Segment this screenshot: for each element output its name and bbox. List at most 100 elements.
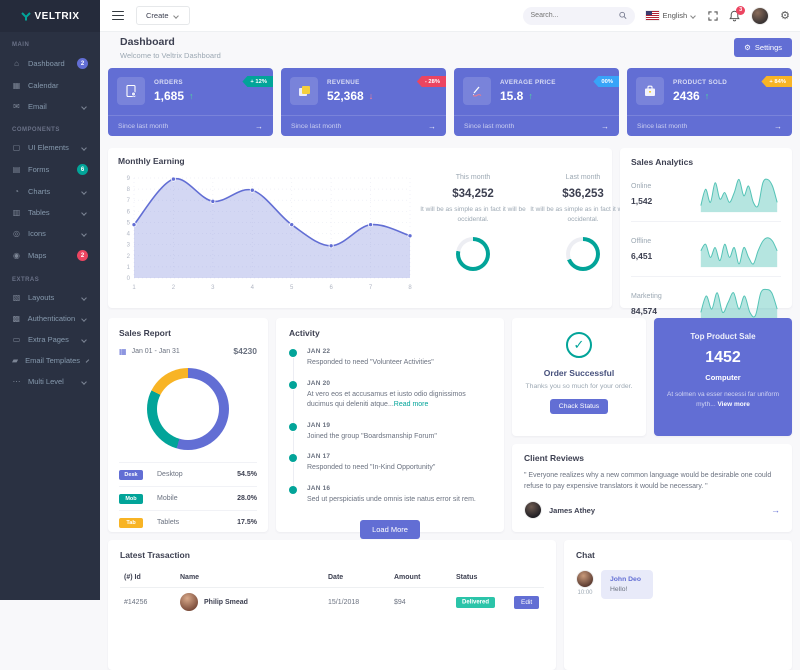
maps-icon: ◉ [13,251,20,260]
page-subtitle: Welcome to Veltrix Dashboard [120,51,221,60]
read-more-link[interactable]: Read more [393,401,429,408]
offline-sparkline-chart [700,237,778,268]
sidebar-section-extras: EXTRAS [12,277,40,283]
sidebar-section-components: COMPONENTS [12,127,60,133]
menu-toggle-icon[interactable] [110,7,126,25]
stat-badge: + 84% [761,76,792,87]
timeline-dot-icon [289,422,297,431]
sidebar-item-maps[interactable]: ◉ Maps 2 [0,244,100,267]
chat-avatar [576,570,594,588]
online-sparkline-chart [700,178,778,213]
sidebar-item-email-templates[interactable]: ▰ Email Templates [0,350,100,371]
sidebar-item-charts[interactable]: ◔ Charts [0,181,100,202]
load-more-button[interactable]: Load More [360,520,420,539]
sales-analytics-online-row: Online 1,542 [631,167,781,221]
sidebar-item-email[interactable]: ✉ Email [0,96,100,117]
svg-text:1: 1 [127,265,131,271]
svg-text:6: 6 [127,209,131,215]
trend-up-icon: ↑ [528,91,533,101]
settings-gear-icon[interactable]: ⚙ [780,10,790,22]
sidebar-item-extra-pages[interactable]: ▭ Extra Pages [0,329,100,350]
latest-transaction-card: Latest Trasaction (#) Id Name Date Amoun… [108,540,556,670]
fullscreen-icon [708,10,718,21]
svg-text:9: 9 [127,176,131,182]
svg-text:6: 6 [329,285,333,291]
arrow-right-icon[interactable]: → [255,121,263,131]
chevron-down-icon [81,294,87,301]
sales-analytics-marketing-row: Marketing 84,574 [631,276,781,331]
app-logo[interactable]: VELTRIX [0,0,100,32]
activity-card: Activity JAN 22 Responded to need "Volun… [276,318,504,539]
this-month-block: This month $34,252 It will be as simple … [418,156,528,300]
activity-item: JAN 22 Responded to need "Volunteer Acti… [289,348,491,382]
calendar-icon: ▦ [119,346,127,356]
dashboard-badge: 2 [77,58,88,69]
activity-item: JAN 17 Responded to need "In-Kind Opport… [289,453,491,487]
sidebar-item-ui-elements[interactable]: ▢ UI Elements [0,137,100,158]
create-button[interactable]: Create [136,6,190,25]
check-status-button[interactable]: Chack Status [549,399,609,414]
search-box[interactable] [522,6,635,25]
fullscreen-button[interactable] [708,10,718,21]
sidebar-item-calendar[interactable]: ▦ Calendar [12,81,59,90]
timeline-dot-icon [289,349,297,357]
svg-text:5: 5 [127,220,131,226]
sidebar-item-multi-level[interactable]: ⋯ Multi Level [0,371,100,392]
last-month-block: Last month $36,253 It will be as simple … [528,156,638,300]
legend-desktop: Desk Desktop 54.5% [119,462,257,486]
chevron-down-icon [81,230,87,237]
check-circle-icon: ✓ [566,332,592,358]
user-avatar[interactable] [751,6,770,25]
gear-icon: ⚙ [744,43,751,52]
marketing-sparkline-chart [700,288,778,323]
trend-up-icon: ↑ [704,91,710,101]
sidebar-item-tables[interactable]: ▥ Tables [0,202,100,223]
arrow-right-icon[interactable]: → [428,121,436,131]
svg-text:1: 1 [132,285,136,291]
stat-card-average-price: AVERAGE PRICE 15.8 ↑ 00% Since last month… [454,68,619,136]
chevron-down-icon [81,188,87,195]
sidebar-item-authentication[interactable]: ▩ Authentication [0,308,100,329]
arrow-right-icon[interactable]: → [774,121,782,131]
forms-icon: ▤ [12,165,21,174]
svg-text:7: 7 [369,285,373,291]
arrow-right-icon[interactable]: → [601,121,609,131]
notification-count-badge: 3 [736,5,746,15]
stat-card-product-sold: PRODUCT SOLD 2436 ↑ + 84% Since last mont… [627,68,792,136]
chevron-down-icon [172,12,179,19]
sidebar-item-dashboard[interactable]: ⌂ Dashboard 2 [0,52,100,75]
chevron-down-icon [690,12,696,19]
message-bubble: John Deo Hello! [601,570,653,599]
arrow-right-icon[interactable]: → [771,505,780,516]
sidebar-item-icons[interactable]: ◎ Icons [0,223,100,244]
authentication-icon: ▩ [12,314,21,323]
sidebar-item-layouts[interactable]: ▧ Layouts [0,287,100,308]
trend-up-icon: ↑ [189,91,194,101]
table-row: #14256 Philip Smead 15/1/2018 $94 Delive… [120,588,544,617]
chevron-down-icon [81,315,87,322]
settings-button[interactable]: ⚙ Settings [734,38,792,57]
home-icon: ⌂ [14,59,19,68]
view-more-link[interactable]: View more [717,400,750,408]
sidebar-item-forms[interactable]: ▤ Forms 6 [0,158,100,181]
search-input[interactable] [530,12,619,19]
svg-text:2: 2 [172,285,176,291]
svg-text:3: 3 [127,243,131,249]
notifications-button[interactable]: 3 [729,5,746,22]
date-range[interactable]: ▦ Jan 01 - Jan 31 $4230 [119,346,257,356]
edit-button[interactable]: Edit [514,595,540,609]
average-price-icon [463,77,491,105]
sales-analytics-card: Sales Analytics Online 1,542 Offline 6,4… [620,148,792,323]
svg-text:7: 7 [127,198,131,204]
language-selector[interactable]: English [645,11,698,20]
client-reviews-card: Client Reviews " Everyone realizes why a… [512,444,792,532]
search-icon[interactable] [618,11,627,20]
transactions-table: (#) Id Name Date Amount Status #14256 Ph… [120,568,544,616]
timeline-dot-icon [289,380,297,389]
chat-card: Chat 10:00 John Deo Hello! [564,540,792,670]
ui-elements-icon: ▢ [12,143,21,152]
svg-text:5: 5 [290,285,294,291]
reviewer-avatar [524,501,542,520]
calendar-icon: ▦ [12,81,21,90]
